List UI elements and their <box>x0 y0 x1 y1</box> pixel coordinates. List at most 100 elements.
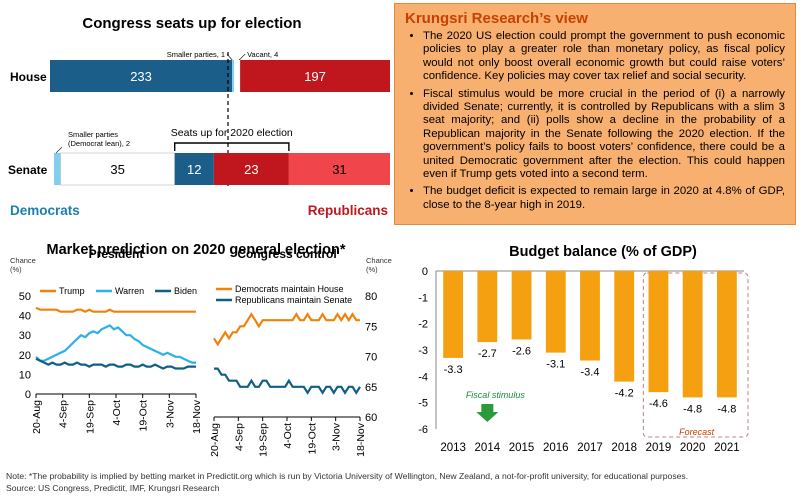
senate-rep-not-up-value: 31 <box>332 162 346 177</box>
senate-rep-up-value: 23 <box>244 162 258 177</box>
president-ytick: 30 <box>19 330 31 342</box>
view-bullet: The budget deficit is expected to remain… <box>423 185 785 212</box>
congress-bars: House 233 197 Smaller parties, 1 Vacant, 4 Se… <box>8 50 390 218</box>
senate-label: Senate <box>8 163 48 177</box>
congress-control-ytick: 75 <box>365 321 377 333</box>
senate-dem-up-bar <box>174 153 214 185</box>
market-prediction-chart: Market prediction on 2020 general electi… <box>10 242 392 457</box>
krungsri-view-box: Krungsri Research’s view The 2020 US ele… <box>394 3 796 225</box>
budget-x-label: 2014 <box>475 442 501 454</box>
senate-rep-not-up-bar <box>288 153 390 185</box>
house-smaller-label: Smaller parties, 1 <box>167 50 225 59</box>
house-vacant-bar <box>234 60 241 92</box>
budget-x-label: 2017 <box>577 442 603 454</box>
president-ytick: 10 <box>19 369 31 381</box>
view-bullet: Fiscal stimulus would be more crucial in… <box>423 88 785 182</box>
president-ytick: 40 <box>19 311 31 323</box>
fiscal-stimulus-label: Fiscal stimulus <box>466 390 526 400</box>
market-title: Market prediction on 2020 general electi… <box>47 242 346 258</box>
budget-bar <box>648 271 669 393</box>
house-republicans-value: 197 <box>304 69 326 84</box>
budget-bar <box>580 271 600 361</box>
congress-control-x-label: 3-Nov <box>331 422 343 451</box>
president-ylabel-line2: (%) <box>10 265 22 274</box>
budget-data-label: -4.8 <box>683 403 702 415</box>
house-vacant-label: Vacant, 4 <box>247 50 278 59</box>
president-ytick: 20 <box>19 350 31 362</box>
congress-control-series-line <box>214 367 361 395</box>
budget-title: Budget balance (% of GDP) <box>509 244 697 260</box>
president-ytick: 0 <box>25 389 31 401</box>
budget-x-label: 2021 <box>714 442 740 454</box>
budget-data-label: -4.6 <box>649 398 668 410</box>
congress-title: Congress seats up for election <box>82 15 301 32</box>
budget-ytick: -3 <box>418 345 428 357</box>
democrats-label: Democrats <box>10 203 80 218</box>
budget-ytick: -2 <box>418 319 428 331</box>
budget-bar <box>545 271 566 353</box>
president-legend-label: Biden <box>174 286 197 296</box>
fiscal-stimulus-arrow <box>476 404 499 422</box>
house-vacant-leader <box>238 53 246 61</box>
president-x-label: 19-Oct <box>138 400 150 432</box>
senate-dem-up-value: 12 <box>187 162 201 177</box>
congress-control-ytick: 70 <box>365 352 377 364</box>
president-legend-label: Warren <box>115 286 144 296</box>
source-text: Source: US Congress, Predictit, IMF, Kru… <box>6 483 220 493</box>
president-ylabel-line1: Chance <box>10 256 36 265</box>
senate-up-label: Seats up for 2020 election <box>171 127 293 139</box>
congress-control-title: Congress control <box>237 247 336 261</box>
congress-control-ylabel-line2: (%) <box>366 265 378 274</box>
budget-x-label: 2015 <box>509 442 535 454</box>
budget-bar <box>682 271 703 398</box>
house-label: House <box>10 70 47 84</box>
budget-data-label: -3.4 <box>581 367 600 379</box>
president-series-line <box>35 357 196 370</box>
president-series-line <box>35 306 196 313</box>
president-x-label: 18-Nov <box>191 399 203 434</box>
congress-control-x-label: 19-Oct <box>306 423 318 455</box>
budget-bar <box>614 271 635 382</box>
congress-control-x-label: 20-Aug <box>209 423 221 457</box>
house-democrats-value: 233 <box>130 69 152 84</box>
congress-control-x-label: 4-Oct <box>282 423 294 449</box>
congress-control-x-label: 18-Nov <box>355 422 367 457</box>
budget-ytick: -6 <box>418 424 428 436</box>
congress-control-ylabel-line1: Chance <box>366 256 392 265</box>
budget-bar <box>443 271 464 358</box>
senate-smaller-label-line2: (Democrat lean), 2 <box>68 139 130 148</box>
republicans-label: Republicans <box>308 203 388 218</box>
budget-ytick: 0 <box>422 266 428 278</box>
budget-ytick: -5 <box>418 398 428 410</box>
budget-bar <box>511 271 532 340</box>
president-series-line <box>35 324 196 364</box>
senate-rep-up-bar <box>213 153 289 185</box>
note-text: Note: *The probability is implied by bet… <box>6 471 689 481</box>
senate-up-bracket <box>173 142 290 151</box>
congress-control-legend-label: Republicans maintain Senate <box>235 295 352 305</box>
view-bullets: The 2020 US election could prompt the go… <box>405 30 785 212</box>
budget-bar <box>716 271 737 398</box>
congress-control-x-label: 4-Sep <box>233 423 245 451</box>
president-x-label: 20-Aug <box>31 400 43 434</box>
congress-control-legend-label: Democrats maintain House <box>235 284 344 294</box>
budget-data-label: -2.6 <box>512 345 531 357</box>
budget-data-label: -4.2 <box>615 388 634 400</box>
footnotes: Note: *The probability is implied by bet… <box>6 470 796 494</box>
congress-control-x-label: 19-Sep <box>258 423 270 457</box>
president-x-label: 4-Sep <box>58 400 70 428</box>
congress-control-series-line <box>213 312 360 347</box>
budget-x-label: 2013 <box>440 442 466 454</box>
senate-smaller-label-line1: Smaller parties <box>68 130 118 139</box>
house-smaller-bar <box>232 60 235 92</box>
budget-data-label: -2.7 <box>478 348 497 360</box>
budget-ytick: -4 <box>418 371 428 383</box>
house-democrats-bar <box>50 60 233 92</box>
president-ytick: 50 <box>19 291 31 303</box>
budget-x-label: 2019 <box>646 442 672 454</box>
president-x-label: 19-Sep <box>84 400 96 434</box>
budget-x-label: 2020 <box>680 442 706 454</box>
congress-control-ytick: 65 <box>365 382 377 394</box>
view-title: Krungsri Research’s view <box>405 10 588 27</box>
senate-smaller-bar <box>54 153 61 185</box>
